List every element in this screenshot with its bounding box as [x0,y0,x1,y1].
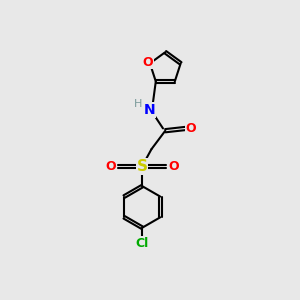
Text: O: O [143,56,153,69]
Text: O: O [186,122,196,135]
Text: O: O [169,160,179,173]
Text: S: S [137,159,148,174]
Text: N: N [143,103,155,117]
Text: O: O [105,160,116,173]
Text: H: H [134,99,142,109]
Text: Cl: Cl [136,237,149,250]
